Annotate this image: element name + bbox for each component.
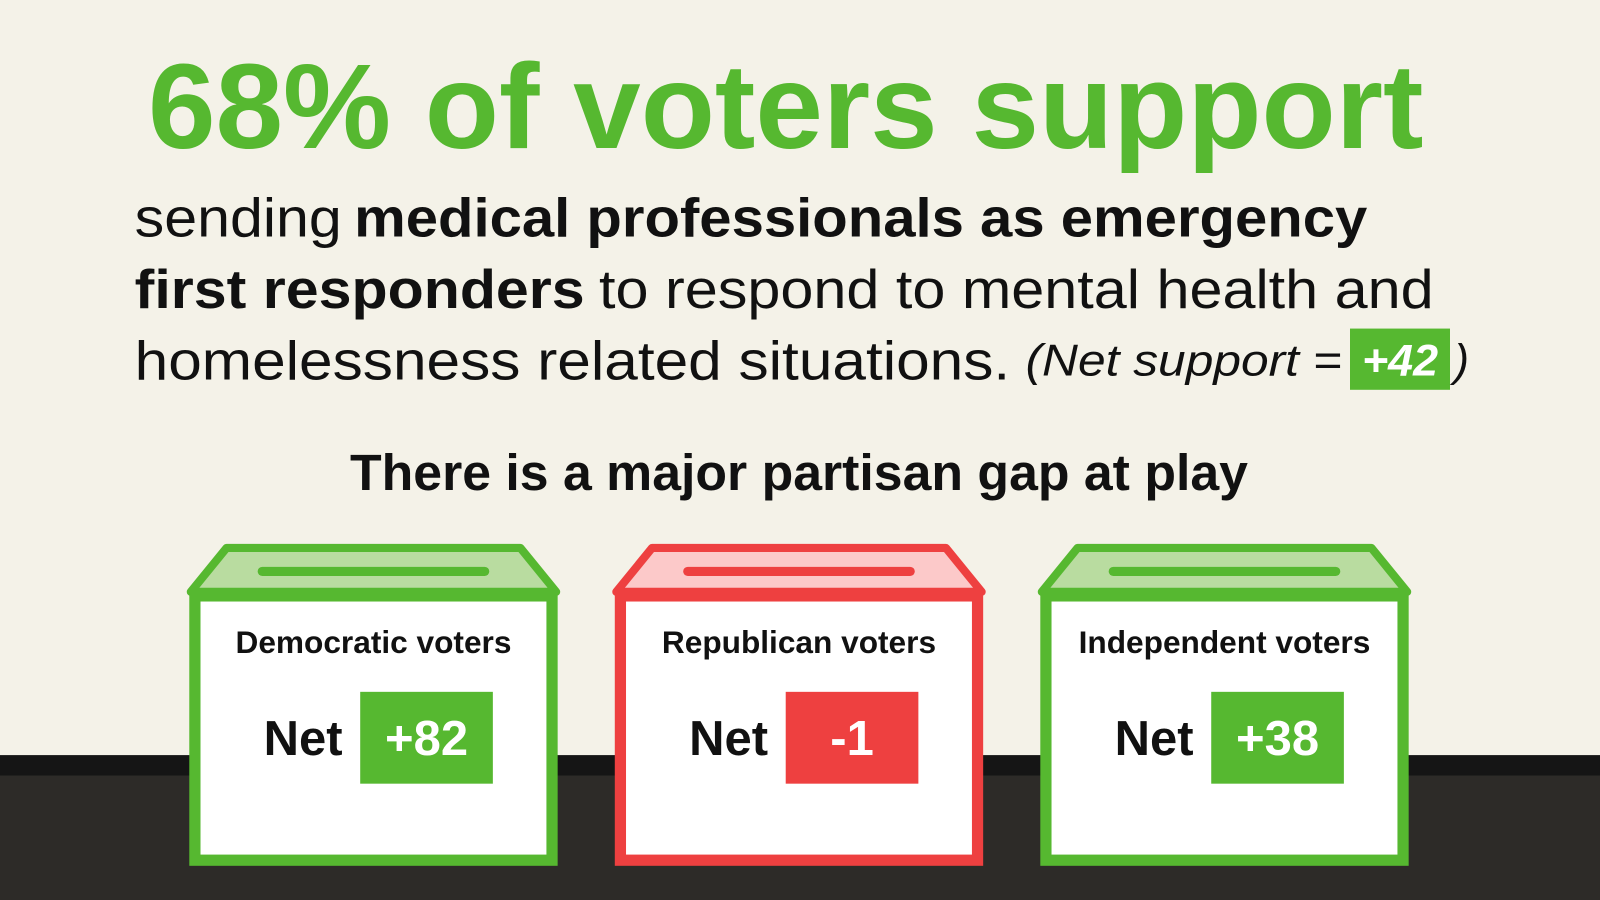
net-value: +38 — [1236, 712, 1319, 766]
ballot-box: Democratic voters Net +82 — [186, 543, 561, 866]
net-value: -1 — [830, 712, 874, 766]
headline: 68% of voters support — [148, 39, 1424, 174]
net-badge — [1211, 691, 1344, 784]
net-label: Net — [264, 712, 343, 766]
body-bold: first responders — [135, 258, 585, 320]
group-label: Republican voters — [662, 624, 936, 660]
net-support-close: ) — [1449, 335, 1469, 386]
body-text: sending — [135, 187, 342, 249]
net-badge — [360, 691, 493, 784]
ballot-box: Independent voters Net +38 — [1037, 543, 1412, 866]
net-support-highlight — [1350, 328, 1450, 390]
net-label: Net — [1115, 712, 1194, 766]
net-badge — [785, 691, 919, 784]
net-value: +82 — [385, 712, 468, 766]
body-text: homelessness related situations. — [135, 330, 1011, 392]
body-text: to respond to mental health and — [599, 258, 1434, 320]
subheading: There is a major partisan gap at play — [350, 444, 1249, 501]
ballot-boxes: Democratic voters Net +82 Republican voters… — [186, 543, 1412, 866]
group-label: Democratic voters — [235, 624, 511, 660]
net-label: Net — [689, 712, 768, 766]
net-support-note: (Net support = — [1026, 335, 1342, 386]
ballot-box: Republican voters Net -1 — [612, 543, 986, 866]
net-support-value: +42 — [1362, 335, 1438, 386]
group-label: Independent voters — [1079, 624, 1371, 660]
body-bold: medical professionals as emergency — [354, 187, 1368, 249]
